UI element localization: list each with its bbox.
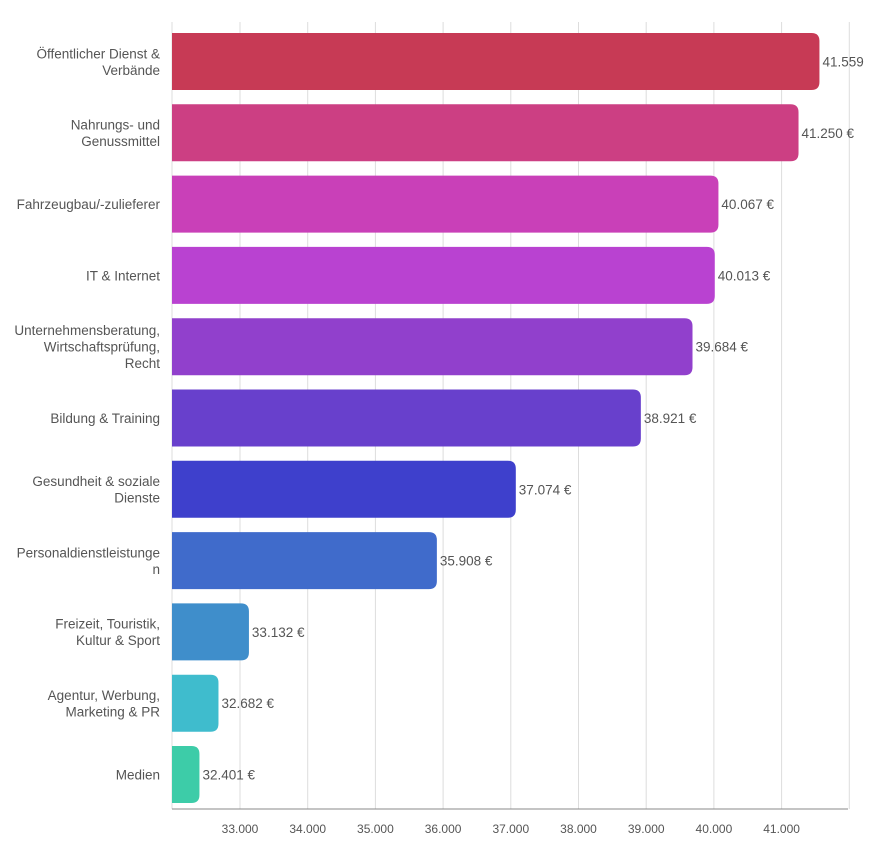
bar-value-label: 41.559 — [822, 55, 863, 70]
category-label-line: Personaldienstleistunge — [17, 545, 160, 560]
category-label-line: Unternehmensberatung, — [14, 323, 160, 338]
bar — [172, 175, 719, 233]
category-label-line: Marketing & PR — [65, 704, 160, 719]
x-tick-label: 38.000 — [560, 822, 597, 836]
category-label: Freizeit, Touristik, Kultur & Sport — [55, 617, 160, 649]
bar — [172, 246, 715, 304]
bar — [172, 603, 249, 661]
bar — [172, 33, 820, 90]
bar — [172, 318, 693, 376]
category-label: IT & Internet — [86, 268, 160, 283]
bar — [172, 460, 516, 518]
category-label-line: Öffentlicher Dienst & — [36, 46, 160, 61]
bar-value-label: 40.067 € — [721, 197, 774, 212]
x-tick-label: 41.000 — [763, 822, 800, 836]
category-label: Agentur, Werbung, Marketing & PR — [48, 688, 161, 720]
axis-layer: 33.000 34.000 35.000 36.000 37.000 38.000 39.0… — [172, 808, 848, 836]
category-label-line: Agentur, Werbung, — [48, 688, 160, 703]
category-label-line: Gesundheit & soziale — [32, 474, 160, 489]
category-label-line: n — [152, 562, 160, 577]
category-label: Fahrzeugbau/-zulieferer — [17, 197, 161, 212]
x-tick-label: 39.000 — [628, 822, 665, 836]
bar-layer — [172, 33, 820, 803]
bar-value-label: 35.908 € — [440, 554, 493, 569]
category-label-line: IT & Internet — [86, 268, 160, 283]
x-tick-label: 33.000 — [222, 822, 259, 836]
bar-value-label: 32.682 € — [221, 696, 274, 711]
bar-value-label: 33.132 € — [252, 625, 305, 640]
bar-value-label: 32.401 € — [202, 768, 255, 783]
bar-value-label: 39.684 € — [696, 340, 749, 355]
bar — [172, 104, 799, 162]
category-label-line: Kultur & Sport — [76, 633, 160, 648]
bar-value-label: 40.013 € — [718, 268, 771, 283]
category-label-line: Freizeit, Touristik, — [55, 617, 160, 632]
category-label-line: Bildung & Training — [50, 411, 160, 426]
bar-value-label: 41.250 € — [802, 126, 855, 141]
category-label-line: Dienste — [114, 491, 160, 506]
x-tick-label: 37.000 — [492, 822, 529, 836]
category-label: Öffentlicher Dienst & Verbände — [36, 46, 160, 78]
category-label: Gesundheit & soziale Dienste — [32, 474, 160, 506]
bar — [172, 389, 641, 447]
x-tick-label: 34.000 — [289, 822, 326, 836]
category-label: Bildung & Training — [50, 411, 160, 426]
x-tick-label: 35.000 — [357, 822, 394, 836]
bar — [172, 746, 200, 803]
label-layer: 41.559 Öffentlicher Dienst & Verbände 41.25… — [14, 46, 863, 782]
bar — [172, 674, 219, 732]
x-tick-label: 40.000 — [696, 822, 733, 836]
category-label: Nahrungs- und Genussmittel — [71, 118, 160, 150]
bar — [172, 532, 437, 590]
bar-value-label: 38.921 € — [644, 411, 697, 426]
category-label-line: Verbände — [102, 63, 160, 78]
category-label-line: Medien — [116, 768, 160, 783]
category-label-line: Nahrungs- und — [71, 118, 160, 133]
category-label: Personaldienstleistunge n — [17, 545, 160, 577]
category-label-line: Genussmittel — [81, 134, 160, 149]
category-label: Unternehmensberatung, Wirtschaftsprüfung,… — [14, 323, 160, 371]
category-label-line: Recht — [125, 356, 161, 371]
category-label: Medien — [116, 768, 160, 783]
category-label-line: Fahrzeugbau/-zulieferer — [17, 197, 161, 212]
x-tick-label: 36.000 — [425, 822, 462, 836]
category-label-line: Wirtschaftsprüfung, — [44, 340, 160, 355]
bar-value-label: 37.074 € — [519, 482, 572, 497]
